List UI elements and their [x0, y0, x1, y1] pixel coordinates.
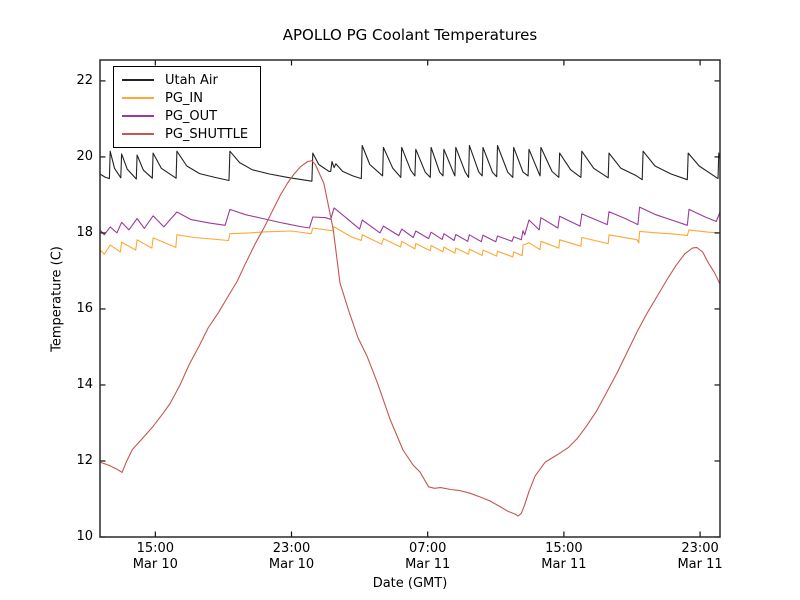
legend-line-pg-in [122, 97, 154, 99]
legend-line-utah-air [122, 79, 154, 81]
x-tick-label: 07:00 Mar 11 [405, 541, 451, 572]
x-tick-label: 23:00 Mar 10 [268, 541, 315, 572]
x-tick-label: 15:00 Mar 11 [541, 541, 587, 572]
series-line-pg-in [99, 226, 721, 258]
series-line-utah-air [99, 144, 721, 182]
legend-line-pg-out [122, 115, 154, 117]
y-tick-label: 10 [76, 529, 93, 544]
chart-title: APOLLO PG Coolant Temperatures [282, 26, 538, 44]
y-tick-label: 12 [76, 452, 93, 468]
legend-item-pg-out: PG_OUT [122, 107, 248, 125]
x-tick-label: 23:00 Mar 11 [677, 541, 723, 572]
x-tick-label: 15:00 Mar 10 [132, 541, 178, 572]
y-tick-label: 22 [76, 72, 93, 88]
axes-border [99, 59, 721, 538]
y-tick-label: 20 [76, 148, 93, 164]
legend-line-pg-shuttle [122, 133, 154, 135]
x-axis-label: Date (GMT) [372, 576, 448, 591]
legend: Utah Air PG_IN PG_OUT PG_SHUTTLE [113, 66, 262, 148]
legend-label-pg-out: PG_OUT [165, 108, 218, 124]
series-line-pg-out [99, 206, 721, 243]
y-tick-label: 14 [76, 376, 93, 392]
legend-item-pg-shuttle: PG_SHUTTLE [122, 125, 248, 143]
legend-item-utah-air: Utah Air [122, 71, 248, 89]
legend-label-utah-air: Utah Air [165, 72, 218, 88]
legend-label-pg-shuttle: PG_SHUTTLE [165, 126, 249, 142]
y-tick-label: 16 [76, 300, 93, 316]
legend-label-pg-in: PG_IN [165, 90, 203, 106]
legend-item-pg-in: PG_IN [122, 89, 248, 107]
series-line-pg-shuttle [99, 160, 721, 517]
y-tick-label: 18 [76, 224, 93, 240]
